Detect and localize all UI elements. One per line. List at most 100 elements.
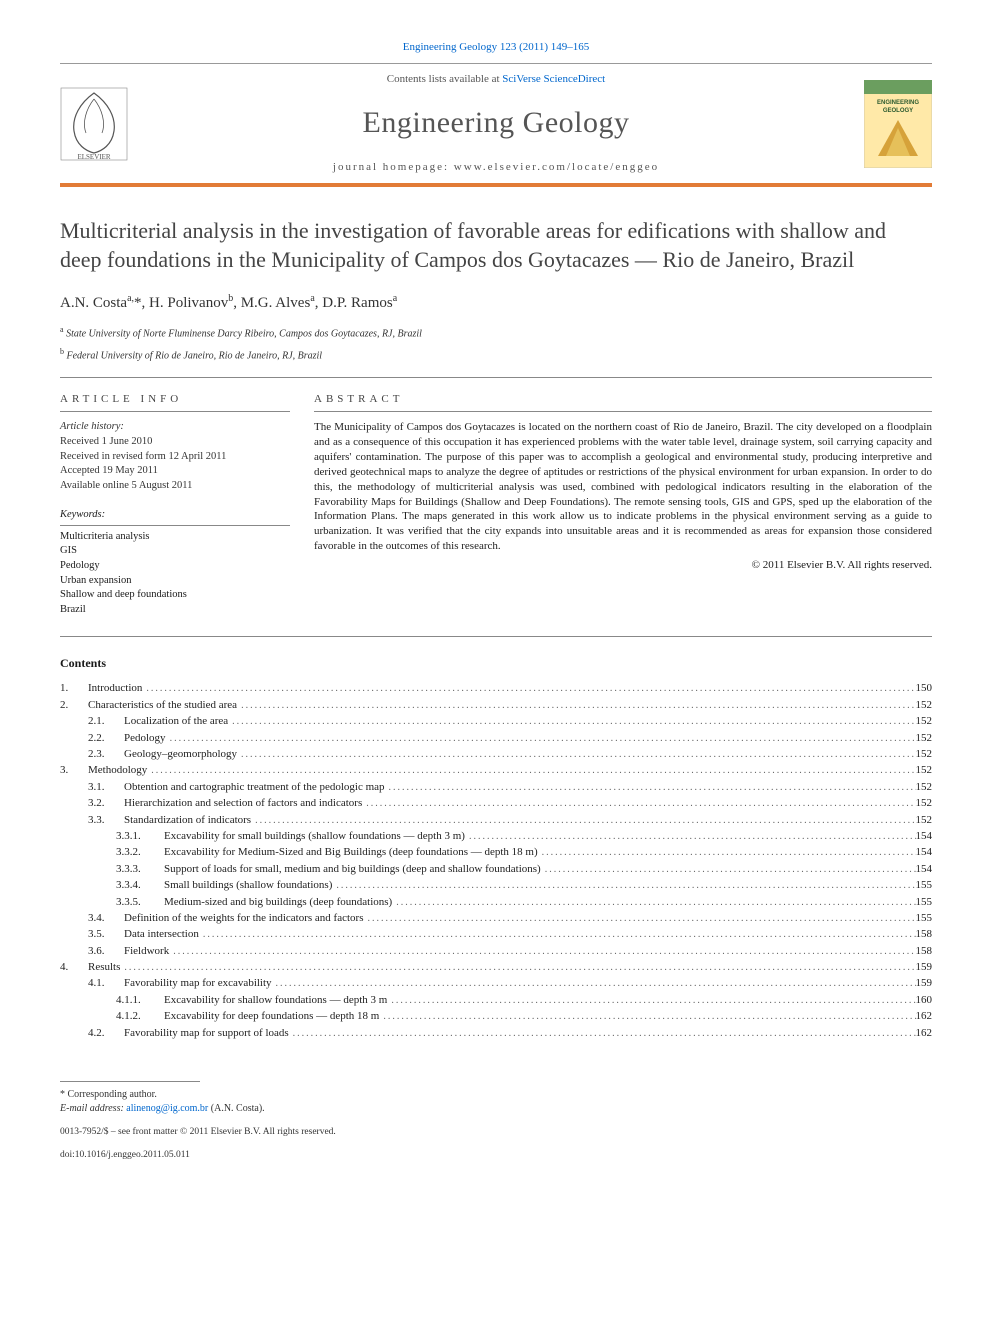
toc-dots <box>237 699 915 713</box>
toc-label: Methodology <box>84 763 147 778</box>
toc-number: 3.6. <box>88 944 120 959</box>
doi-line: doi:10.1016/j.enggeo.2011.05.011 <box>60 1149 932 1162</box>
toc-dots <box>332 879 915 893</box>
toc-label: Standardization of indicators <box>120 813 251 828</box>
toc-line[interactable]: 2.1.Localization of the area152 <box>60 714 932 729</box>
toc-line[interactable]: 4.1.2.Excavability for deep foundations … <box>60 1009 932 1024</box>
toc-number: 3.5. <box>88 927 120 942</box>
toc-line[interactable]: 4.2.Favorability map for support of load… <box>60 1026 932 1041</box>
toc-page: 154 <box>916 862 933 877</box>
toc-number: 3.4. <box>88 911 120 926</box>
abstract-col: ABSTRACT The Municipality of Campos dos … <box>314 392 932 618</box>
toc-number: 3.3.1. <box>116 829 160 844</box>
toc-page: 158 <box>916 927 933 942</box>
email-label: E-mail address: <box>60 1103 126 1114</box>
toc-label: Fieldwork <box>120 944 169 959</box>
toc-line[interactable]: 4.Results159 <box>60 960 932 975</box>
toc-line[interactable]: 1.Introduction150 <box>60 681 932 696</box>
toc-number: 4.1. <box>88 976 120 991</box>
history-accepted: Accepted 19 May 2011 <box>60 464 290 479</box>
toc-label: Medium-sized and big buildings (deep fou… <box>160 895 392 910</box>
toc-line[interactable]: 3.2.Hierarchization and selection of fac… <box>60 796 932 811</box>
toc-line[interactable]: 3.3.Standardization of indicators152 <box>60 813 932 828</box>
toc-page: 152 <box>916 731 933 746</box>
toc-page: 152 <box>916 763 933 778</box>
keyword: Shallow and deep foundations <box>60 588 290 603</box>
journal-citation[interactable]: Engineering Geology 123 (2011) 149–165 <box>60 40 932 55</box>
rule-mid <box>60 636 932 637</box>
email-name: (A.N. Costa). <box>208 1103 264 1114</box>
toc-label: Data intersection <box>120 927 199 942</box>
toc-number: 3.3.4. <box>116 878 160 893</box>
sciencedirect-link[interactable]: SciVerse ScienceDirect <box>502 73 605 85</box>
toc-dots <box>199 928 916 942</box>
toc-page: 152 <box>916 747 933 762</box>
toc-line[interactable]: 3.3.5.Medium-sized and big buildings (de… <box>60 895 932 910</box>
toc-label: Favorability map for support of loads <box>120 1026 289 1041</box>
table-of-contents: 1.Introduction150 2.Characteristics of th… <box>60 681 932 1041</box>
toc-line[interactable]: 2.Characteristics of the studied area152 <box>60 698 932 713</box>
contents-heading: Contents <box>60 655 932 672</box>
toc-dots <box>237 748 915 762</box>
toc-line[interactable]: 3.Methodology 152 <box>60 763 932 778</box>
toc-number: 4.1.1. <box>116 993 160 1008</box>
elsevier-logo: ELSEVIER <box>60 87 128 161</box>
toc-dots <box>289 1027 916 1041</box>
toc-line[interactable]: 3.3.2.Excavability for Medium-Sized and … <box>60 845 932 860</box>
toc-number: 2.1. <box>88 714 120 729</box>
toc-number: 4.1.2. <box>116 1009 160 1024</box>
history-online: Available online 5 August 2011 <box>60 479 290 494</box>
toc-label: Support of loads for small, medium and b… <box>160 862 541 877</box>
toc-label: Pedology <box>120 731 166 746</box>
cover-text-top: ENGINEERING <box>877 100 919 106</box>
author-4-aff: a <box>393 293 397 304</box>
email-line: E-mail address: alinenog@ig.com.br (A.N.… <box>60 1102 932 1116</box>
email-link[interactable]: alinenog@ig.com.br <box>126 1103 208 1114</box>
toc-line[interactable]: 4.1.Favorability map for excavability159 <box>60 976 932 991</box>
toc-line[interactable]: 3.4.Definition of the weights for the in… <box>60 911 932 926</box>
toc-line[interactable]: 3.6.Fieldwork158 <box>60 944 932 959</box>
toc-number: 2.2. <box>88 731 120 746</box>
contents-prefix: Contents lists available at <box>387 73 502 85</box>
affiliation-b: b Federal University of Rio de Janeiro, … <box>60 346 932 363</box>
author-3: , M.G. Alves <box>233 295 310 311</box>
header-box: ELSEVIER Contents lists available at Sci… <box>60 63 932 187</box>
aff-a-text: State University of Norte Fluminense Dar… <box>64 329 422 340</box>
toc-number: 3. <box>60 763 84 778</box>
corresponding-star: * <box>134 295 142 311</box>
footer-rule <box>60 1081 200 1082</box>
toc-line[interactable]: 4.1.1.Excavability for shallow foundatio… <box>60 993 932 1008</box>
toc-page: 154 <box>916 845 933 860</box>
keyword: Pedology <box>60 559 290 574</box>
toc-dots <box>465 830 916 844</box>
toc-dots <box>228 715 915 729</box>
toc-label: Excavability for deep foundations — dept… <box>160 1009 379 1024</box>
toc-line[interactable]: 3.3.1.Excavability for small buildings (… <box>60 829 932 844</box>
toc-line[interactable]: 3.1.Obtention and cartographic treatment… <box>60 780 932 795</box>
toc-line[interactable]: 3.3.4.Small buildings (shallow foundatio… <box>60 878 932 893</box>
keyword: Brazil <box>60 603 290 618</box>
footer: * Corresponding author. E-mail address: … <box>60 1081 932 1163</box>
toc-label: Excavability for shallow foundations — d… <box>160 993 387 1008</box>
toc-line[interactable]: 2.3.Geology–geomorphology152 <box>60 747 932 762</box>
toc-dots <box>541 863 916 877</box>
toc-number: 4.2. <box>88 1026 120 1041</box>
toc-label: Characteristics of the studied area <box>84 698 237 713</box>
toc-line[interactable]: 3.3.3.Support of loads for small, medium… <box>60 862 932 877</box>
issn-line: 0013-7952/$ – see front matter © 2011 El… <box>60 1126 932 1139</box>
toc-label: Localization of the area <box>120 714 228 729</box>
toc-number: 3.3. <box>88 813 120 828</box>
toc-page: 162 <box>916 1009 933 1024</box>
history-title: Article history: <box>60 420 290 435</box>
toc-dots <box>538 846 916 860</box>
toc-page: 152 <box>916 796 933 811</box>
toc-page: 155 <box>916 895 933 910</box>
toc-dots <box>147 764 915 778</box>
toc-line[interactable]: 3.5.Data intersection 158 <box>60 927 932 942</box>
toc-label: Small buildings (shallow foundations) <box>160 878 332 893</box>
keywords-block: Keywords: Multicriteria analysis GIS Ped… <box>60 508 290 618</box>
toc-line[interactable]: 2.2.Pedology 152 <box>60 731 932 746</box>
keyword: Multicriteria analysis <box>60 530 290 545</box>
toc-dots <box>385 781 916 795</box>
corresponding-author: * Corresponding author. <box>60 1088 932 1102</box>
